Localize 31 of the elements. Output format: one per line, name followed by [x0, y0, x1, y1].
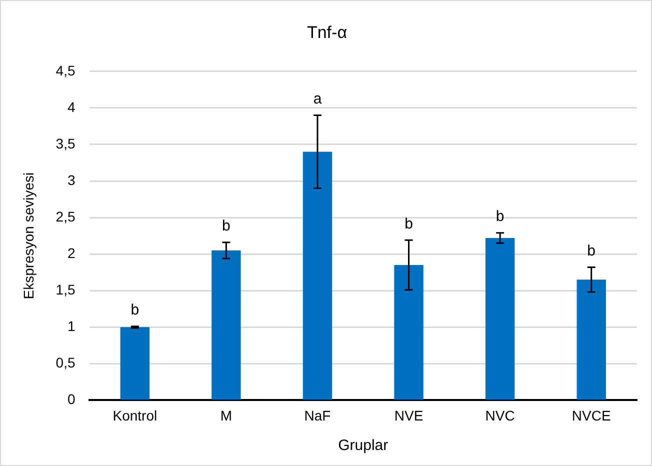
annotation: b [496, 208, 504, 226]
bar [302, 152, 332, 400]
y-tick-label: 2 [67, 244, 76, 261]
x-tick-label: NVCE [572, 407, 611, 424]
y-axis-title: Ekspresyon seviyesi [20, 172, 36, 300]
y-tick-label: 0,5 [56, 354, 76, 371]
y-tick-label: 0 [67, 391, 76, 408]
annotation: b [404, 215, 413, 232]
annotation: b [587, 242, 596, 260]
annotation: a [313, 90, 322, 108]
annotation: b [222, 218, 230, 235]
y-tick-label: 4,5 [56, 62, 76, 78]
x-tick-label: NVC [485, 407, 515, 424]
y-tick-label: 2,5 [56, 208, 76, 224]
x-tick-label: Kontrol [112, 407, 158, 424]
bar [394, 265, 424, 400]
x-tick-label: NVE [394, 407, 424, 424]
y-tick-label: 1,5 [56, 281, 76, 298]
x-axis-title: Gruplar [338, 437, 388, 454]
x-tick-label: NaF [304, 407, 331, 424]
annotation: b [130, 302, 140, 319]
y-tick-label: 3,5 [56, 135, 76, 152]
bar [576, 280, 606, 400]
bar [485, 238, 515, 400]
x-tick-label: M [220, 407, 232, 424]
y-tick-label: 4 [67, 98, 76, 115]
y-tick-label: 1 [67, 318, 76, 334]
y-tick-label: 3 [67, 172, 76, 188]
bar [212, 250, 241, 400]
bar [120, 327, 150, 400]
chart-title: Tnf-α [306, 22, 348, 42]
